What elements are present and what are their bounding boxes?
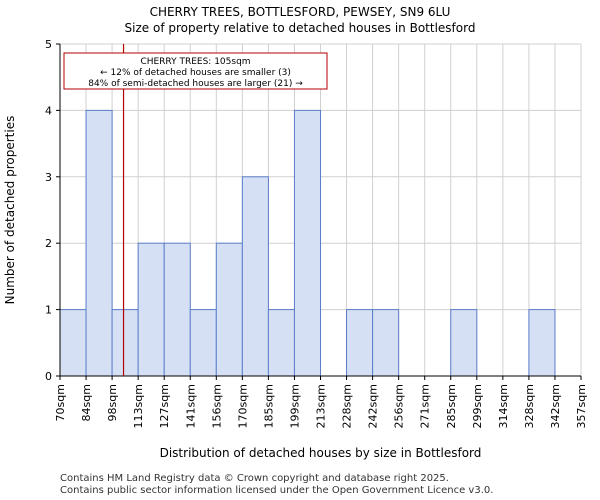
annotation-line-1: CHERRY TREES: 105sqm xyxy=(140,57,250,67)
footer-copyright: Contains HM Land Registry data © Crown c… xyxy=(60,473,449,484)
x-tick-label: 185sqm xyxy=(262,384,275,428)
x-tick-label: 98sqm xyxy=(106,384,119,421)
x-tick-label: 357sqm xyxy=(575,384,588,428)
histogram-bar xyxy=(528,309,556,377)
histogram-bar xyxy=(215,242,243,377)
x-tick-label: 242sqm xyxy=(367,384,380,428)
histogram-bar xyxy=(59,309,87,377)
histogram-bar xyxy=(137,242,165,377)
x-tick-label: 141sqm xyxy=(184,384,197,428)
chart-subtitle: Size of property relative to detached ho… xyxy=(124,21,476,35)
x-tick-label: 228sqm xyxy=(341,384,354,428)
histogram-bar xyxy=(111,309,139,377)
x-tick-label: 199sqm xyxy=(288,384,301,428)
histogram-bar xyxy=(450,309,478,377)
y-tick-label: 1 xyxy=(45,304,52,317)
y-tick-label: 4 xyxy=(45,104,52,117)
x-tick-label: 314sqm xyxy=(497,384,510,428)
annotation-box xyxy=(63,52,328,90)
annotation-line-3: 84% of semi-detached houses are larger (… xyxy=(88,79,303,89)
y-tick-label: 3 xyxy=(45,171,52,184)
x-tick-label: 342sqm xyxy=(549,384,562,428)
histogram-bar xyxy=(85,109,113,377)
histogram-bar xyxy=(267,309,295,377)
histogram-bar xyxy=(293,109,322,377)
histogram-bar xyxy=(189,309,217,377)
footer-licence: Contains public sector information licen… xyxy=(60,485,494,496)
x-tick-label: 256sqm xyxy=(393,384,406,428)
y-tick-label: 0 xyxy=(45,370,52,383)
x-tick-label: 70sqm xyxy=(54,384,67,421)
x-tick-label: 156sqm xyxy=(210,384,223,428)
histogram-bar xyxy=(163,242,191,377)
x-tick-label: 285sqm xyxy=(445,384,458,428)
x-tick-label: 271sqm xyxy=(419,384,432,428)
y-tick-label: 2 xyxy=(45,237,52,250)
x-tick-label: 113sqm xyxy=(132,384,145,428)
x-tick-label: 299sqm xyxy=(471,384,484,428)
x-axis-label: Distribution of detached houses by size … xyxy=(160,446,482,460)
annotation-line-2: ← 12% of detached houses are smaller (3) xyxy=(100,68,291,78)
y-axis-label: Number of detached properties xyxy=(3,116,17,305)
x-tick-label: 127sqm xyxy=(158,384,171,428)
histogram-bar xyxy=(372,309,400,377)
x-tick-label: 328sqm xyxy=(523,384,536,428)
x-tick-label: 84sqm xyxy=(80,384,93,421)
x-tick-label: 213sqm xyxy=(315,384,328,428)
y-tick-label: 5 xyxy=(45,38,52,51)
histogram-bar xyxy=(346,309,374,377)
chart-title: CHERRY TREES, BOTTLESFORD, PEWSEY, SN9 6… xyxy=(149,5,451,19)
x-tick-label: 170sqm xyxy=(236,384,249,428)
histogram-bar xyxy=(241,176,269,377)
bar-chart: 0 1 2 3 4 5 70sqm 84sqm 98sqm 113sqm 127sqm 141sqm 1… xyxy=(3,38,588,460)
